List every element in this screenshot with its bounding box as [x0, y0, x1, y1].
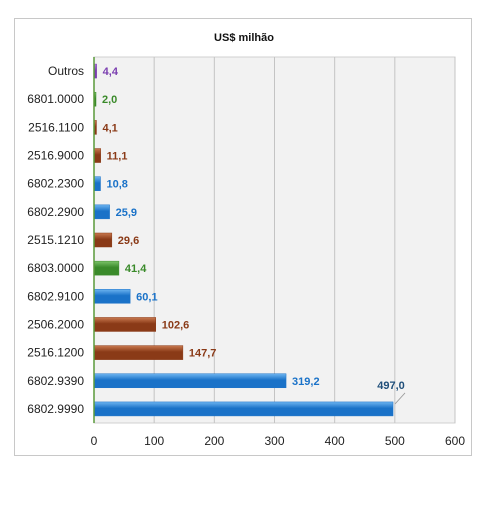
- data-label: 4,1: [102, 122, 117, 134]
- category-label: 6802.2900: [27, 205, 84, 219]
- x-tick-label: 300: [264, 434, 284, 448]
- data-label: 60,1: [136, 291, 157, 303]
- data-label: 25,9: [116, 207, 137, 219]
- category-label: 6803.0000: [27, 261, 84, 275]
- grid-lines: [153, 57, 456, 423]
- x-tick-label: 500: [385, 434, 405, 448]
- data-label: 11,1: [107, 151, 128, 163]
- data-label: 102,6: [162, 319, 190, 331]
- x-tick-label: 0: [91, 434, 98, 448]
- category-label: 2516.1200: [27, 346, 84, 360]
- x-tick-label: 200: [204, 434, 224, 448]
- x-tick-label: 400: [325, 434, 345, 448]
- category-label: 6801.0000: [27, 92, 84, 106]
- bar: [93, 176, 101, 191]
- category-label: Outros: [48, 64, 84, 78]
- callout-leader-line: [394, 392, 406, 405]
- bar: [93, 148, 101, 163]
- bar: [93, 317, 156, 332]
- category-labels: Outros 6801.0000 2516.1100 2516.9000 6802.23…: [27, 64, 84, 416]
- x-tick-label: 100: [144, 434, 164, 448]
- bar: [93, 345, 184, 360]
- bar: [93, 289, 131, 304]
- data-label: 319,2: [292, 376, 320, 388]
- data-label: 147,7: [189, 348, 217, 360]
- data-label: 4,4: [103, 66, 119, 78]
- category-label: 2516.1100: [28, 120, 84, 134]
- data-labels: 4,4 2,0 4,1 11,1 10,8 25,9 29,6 41,4 60,1 102,6 14…: [102, 66, 406, 405]
- category-label: 2515.1210: [27, 233, 84, 247]
- category-label: 2516.9000: [27, 149, 84, 163]
- category-label: 6802.9390: [27, 374, 84, 388]
- data-label: 10,8: [106, 179, 127, 191]
- data-label: 497,0: [377, 380, 405, 392]
- bar: [93, 373, 287, 389]
- category-label: 6802.9100: [27, 289, 84, 303]
- data-label: 41,4: [125, 263, 147, 275]
- category-label: 6802.9990: [27, 402, 84, 416]
- bar: [93, 232, 113, 248]
- bar: [93, 401, 394, 417]
- chart-frame: US$ milhão 4,4 2,0 4,1 11,1 10,8 25,9 29,6 41,4…: [14, 18, 472, 456]
- bar-chart: US$ milhão 4,4 2,0 4,1 11,1 10,8 25,9 29,6 41,4…: [27, 32, 466, 448]
- bars: [93, 63, 394, 417]
- x-tick-label: 600: [445, 434, 465, 448]
- data-label: 2,0: [102, 94, 117, 106]
- bar: [93, 204, 110, 220]
- category-label: 6802.2300: [27, 177, 84, 191]
- chart-title: US$ milhão: [214, 32, 274, 44]
- category-label: 2506.2000: [27, 317, 84, 331]
- data-label: 29,6: [118, 235, 139, 247]
- x-axis-ticks: 0 100 200 300 400 500 600: [91, 434, 466, 448]
- bar: [93, 260, 120, 276]
